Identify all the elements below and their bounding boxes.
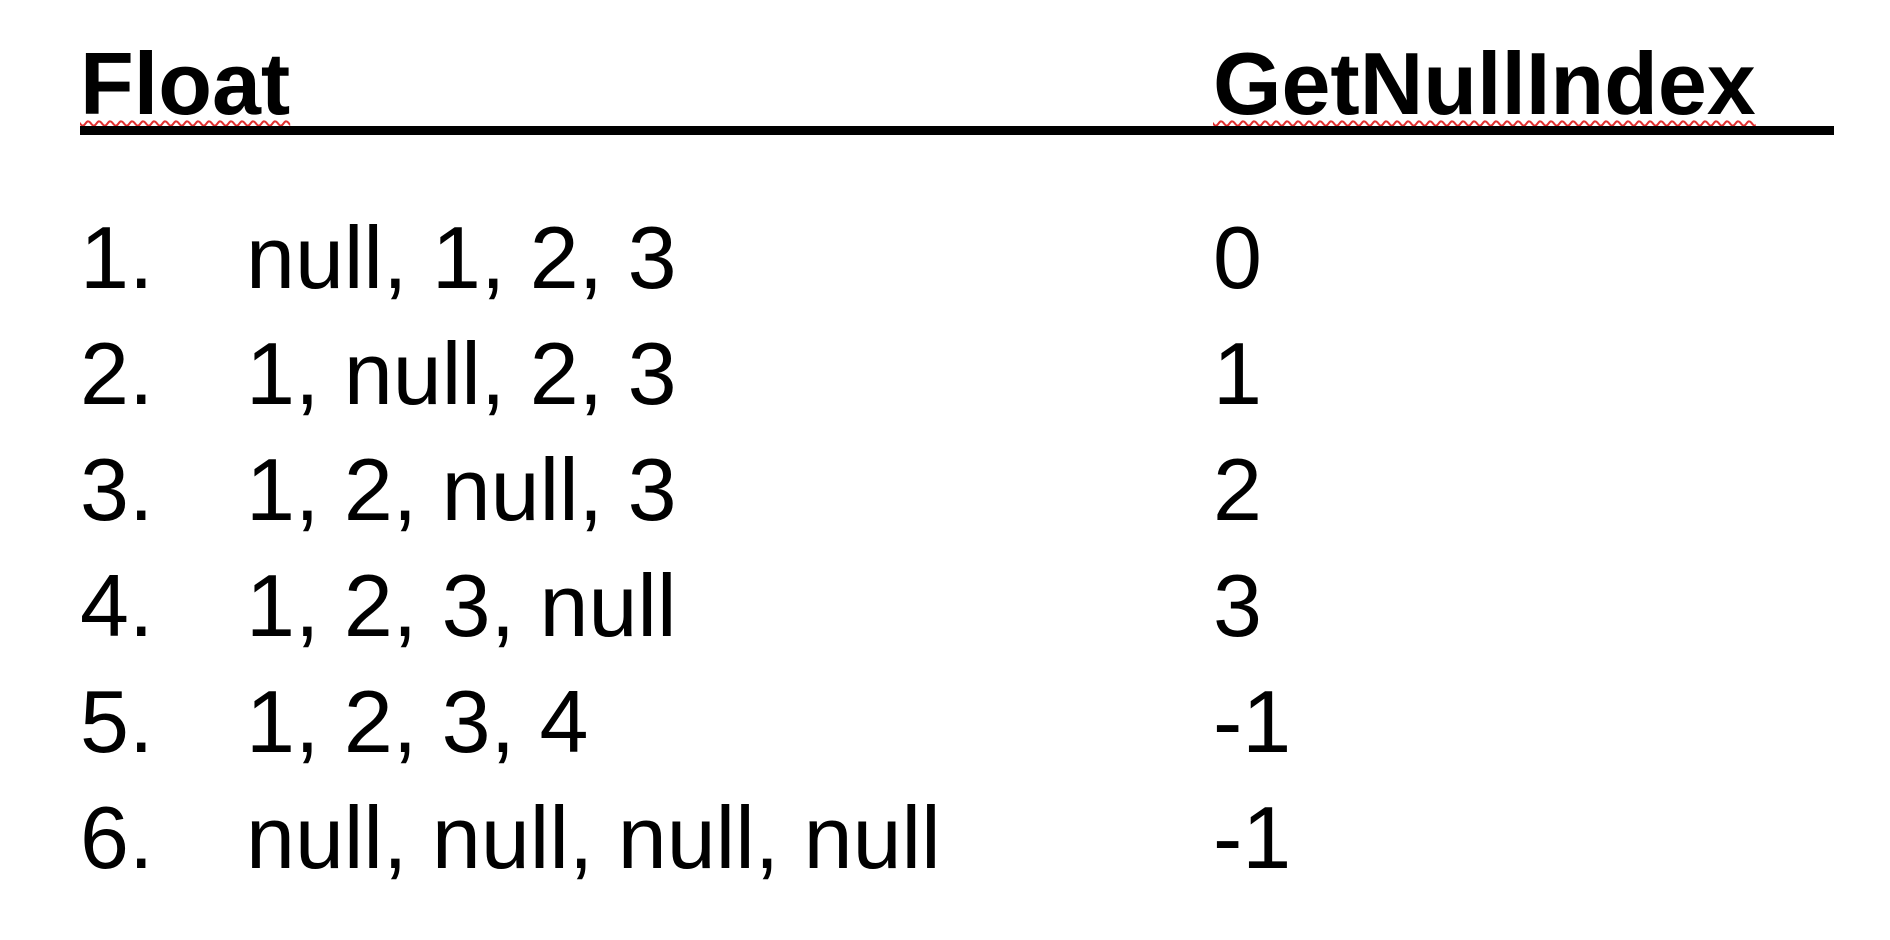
row-result: 0 [1213, 208, 1262, 307]
row-result: -1 [1213, 788, 1292, 887]
column-header-get-null-index: GetNullIndex [1213, 34, 1756, 133]
row-values: 1, 2, 3, 4 [246, 672, 589, 771]
row-number: 3. [80, 440, 154, 539]
table-row: 1. null, 1, 2, 3 0 [80, 200, 1834, 316]
row-number: 6. [80, 788, 154, 887]
row-values: 1, null, 2, 3 [246, 324, 677, 423]
table-row: 4. 1, 2, 3, null 3 [80, 548, 1834, 664]
table-row: 2. 1, null, 2, 3 1 [80, 316, 1834, 432]
column-header-float: Float [80, 34, 291, 133]
row-result: 1 [1213, 324, 1262, 423]
header-rule [80, 126, 1834, 135]
row-values: 1, 2, null, 3 [246, 440, 677, 539]
row-number: 2. [80, 324, 154, 423]
row-values: null, null, null, null [246, 788, 941, 887]
row-values: 1, 2, 3, null [246, 556, 677, 655]
table-row: 5. 1, 2, 3, 4 -1 [80, 664, 1834, 780]
row-number: 4. [80, 556, 154, 655]
table-header: Float GetNullIndex [80, 32, 1834, 136]
table-row: 6. null, null, null, null -1 [80, 780, 1834, 896]
row-result: -1 [1213, 672, 1292, 771]
row-values: null, 1, 2, 3 [246, 208, 677, 307]
row-number: 5. [80, 672, 154, 771]
table-body: 1. null, 1, 2, 3 0 2. 1, null, 2, 3 1 3.… [80, 200, 1834, 896]
row-number: 1. [80, 208, 154, 307]
table-row: 3. 1, 2, null, 3 2 [80, 432, 1834, 548]
row-result: 2 [1213, 440, 1262, 539]
row-result: 3 [1213, 556, 1262, 655]
